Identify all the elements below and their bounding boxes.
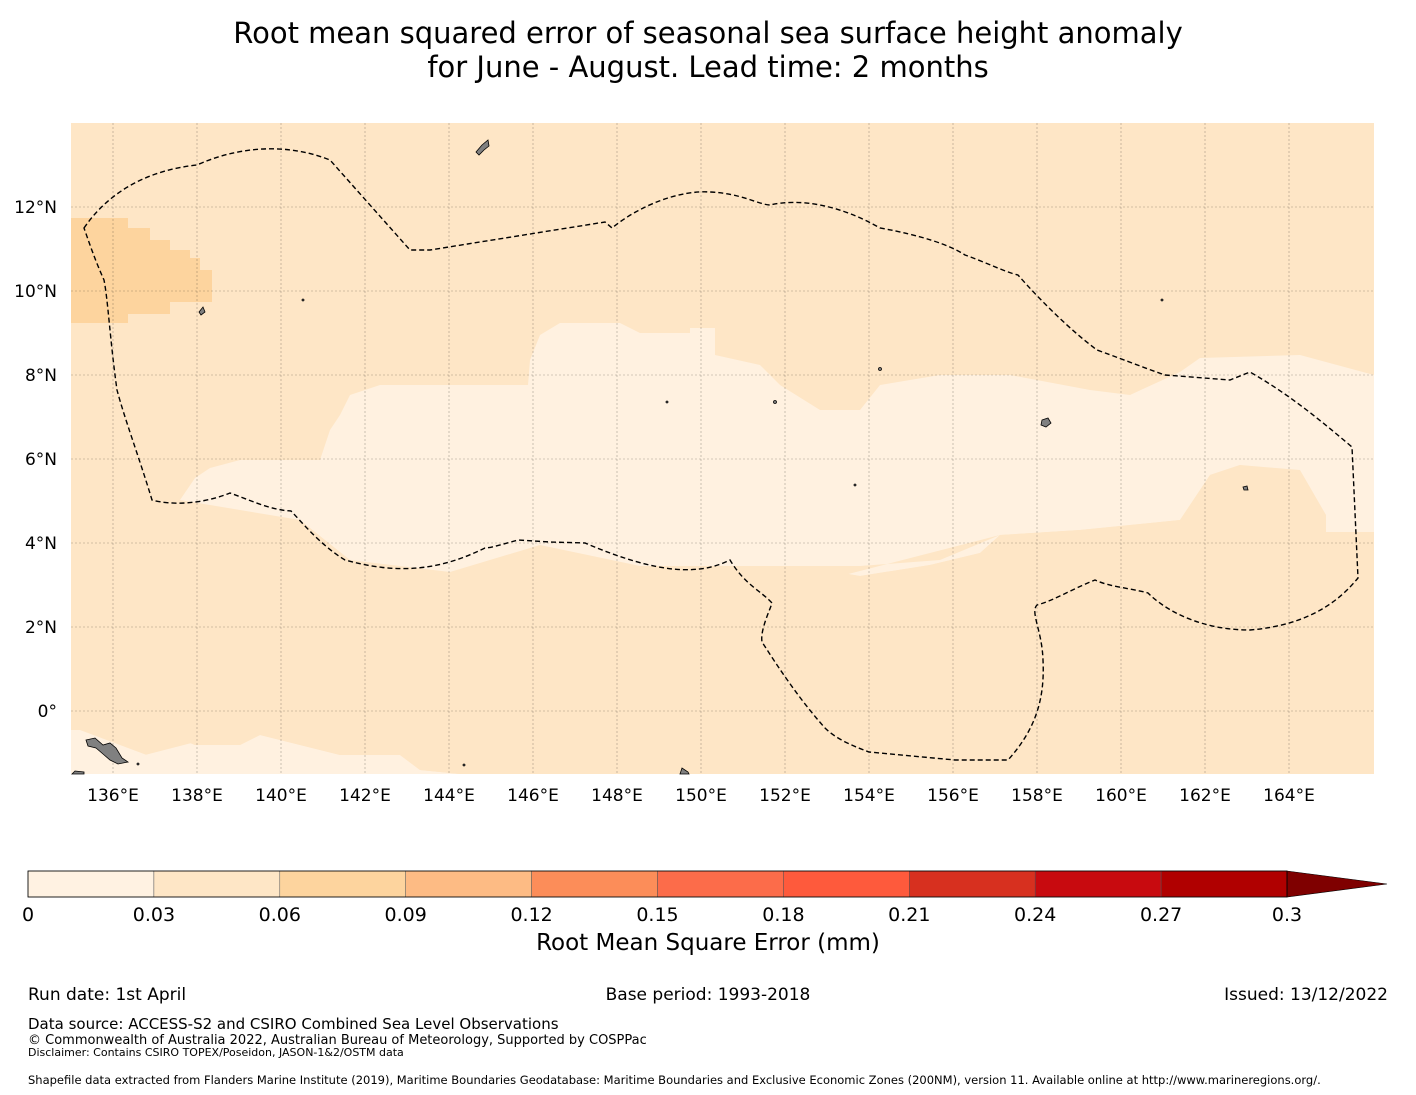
map-field [71,123,1374,774]
colorbar-tick: 0.06 [259,904,301,926]
colorbar-label: Root Mean Square Error (mm) [536,930,880,956]
shapefile-credit: Shapefile data extracted from Flanders M… [28,1073,1321,1087]
island-chuuk [1040,417,1052,428]
lat-tick: 2°N [25,618,57,638]
lon-tick: 142°E [339,786,391,806]
island-guam [475,139,490,156]
colorbar-tick: 0.21 [888,904,930,926]
lon-tick: 160°E [1095,786,1147,806]
island-dot [1160,298,1164,302]
land-features [71,139,1249,775]
lon-tick: 152°E [759,786,811,806]
colorbar-swatches [27,870,1288,898]
colorbar-swatch [531,870,658,898]
colorbar-swatch [1160,870,1288,898]
copyright: © Commonwealth of Australia 2022, Austra… [28,1033,647,1048]
field-band-low [71,323,1374,774]
disclaimer: Disclaimer: Contains CSIRO TOPEX/Poseido… [28,1046,404,1059]
colorbar-tick: 0.27 [1140,904,1182,926]
island-dot [853,483,857,487]
island-dot [462,763,466,767]
rmse-map: 136°E 138°E 140°E 142°E 144°E 146°E 148°… [14,123,1374,806]
colorbar-swatch [1034,870,1162,898]
lon-tick-labels: 136°E 138°E 140°E 142°E 144°E 146°E 148°… [87,786,1315,806]
colorbar-tick: 0.12 [510,904,552,926]
field-band-mid-south [71,465,1374,774]
island-pohnpei-small [1242,485,1249,491]
lon-tick: 150°E [675,786,727,806]
data-source: Data source: ACCESS-S2 and CSIRO Combine… [28,1015,559,1033]
lon-tick: 136°E [87,786,139,806]
colorbar: 0 0.03 0.06 0.09 0.12 0.15 0.18 0.21 0.24 0.27 0.3 [22,870,1388,926]
lon-tick: 158°E [1011,786,1063,806]
island-dot [878,367,882,371]
lat-tick: 12°N [14,198,57,218]
lon-tick: 154°E [843,786,895,806]
colorbar-tick: 0.09 [385,904,427,926]
lon-tick: 164°E [1263,786,1315,806]
colorbar-extend-arrow [1286,870,1388,898]
island-yap [198,306,206,316]
colorbar-swatch [783,870,910,898]
colorbar-tick: 0.18 [762,904,804,926]
colorbar-swatch [153,870,281,898]
lon-tick: 148°E [591,786,643,806]
lat-tick: 4°N [25,534,57,554]
island-manus-west [71,770,85,775]
colorbar-tick: 0.03 [133,904,175,926]
colorbar-swatch [909,870,1036,898]
lat-tick: 0° [38,702,57,722]
island-dot [301,298,305,302]
lat-tick: 6°N [25,450,57,470]
island-dot [136,762,140,766]
colorbar-tick: 0 [22,904,34,926]
eez-boundary [83,148,1359,761]
lon-tick: 140°E [255,786,307,806]
colorbar-tick: 0.24 [1014,904,1056,926]
map-title-line1: Root mean squared error of seasonal sea … [233,16,1183,50]
colorbar-swatch [279,870,406,898]
lat-tick: 8°N [25,366,57,386]
colorbar-swatch [27,870,155,898]
colorbar-tick-labels: 0 0.03 0.06 0.09 0.12 0.15 0.18 0.21 0.24 0.27 0.3 [22,904,1302,926]
lon-tick: 156°E [927,786,979,806]
lon-tick: 146°E [507,786,559,806]
colorbar-swatch [657,870,784,898]
field-band-low-south [71,730,200,774]
lat-tick-labels: 12°N 10°N 8°N 6°N 4°N 2°N 0° [14,198,57,722]
island-dot [773,400,777,404]
issued-date: Issued: 13/12/2022 [1224,985,1388,1005]
map-title-line2: for June - August. Lead time: 2 months [427,50,989,84]
lon-tick: 138°E [171,786,223,806]
lon-tick: 162°E [1179,786,1231,806]
run-date: Run date: 1st April [28,985,187,1005]
island-bismarck [679,767,690,775]
island-new-guinea-coast [85,737,130,765]
lon-tick: 144°E [423,786,475,806]
island-dot [665,400,669,404]
colorbar-swatch [405,870,532,898]
colorbar-tick: 0.15 [636,904,678,926]
colorbar-frame [27,870,1288,898]
colorbar-tick: 0.3 [1272,904,1302,926]
base-period: Base period: 1993-2018 [605,985,811,1005]
graticule [71,123,1374,774]
lat-tick: 10°N [14,282,57,302]
